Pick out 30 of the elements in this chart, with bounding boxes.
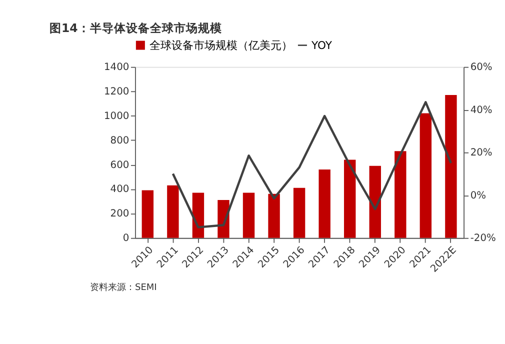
y2-tick-label: 60% — [470, 62, 492, 74]
legend-label: 全球设备市场规模（亿美元） — [149, 38, 292, 52]
bar — [369, 166, 381, 238]
y-tick-label: 1400 — [104, 62, 130, 74]
y-tick-label: 0 — [122, 233, 130, 244]
bar — [344, 160, 356, 238]
y2-tick-label: 40% — [470, 104, 492, 116]
chart-title: 图14：半导体设备全球市场规模 — [50, 20, 222, 35]
y-tick-label: 1200 — [104, 86, 130, 98]
bar — [293, 188, 306, 238]
bar — [242, 192, 255, 238]
y2-tick-label: 0% — [470, 190, 486, 202]
y2-tick-label: 20% — [470, 148, 492, 159]
y-tick-label: 400 — [110, 184, 130, 196]
y-tick-label: 800 — [110, 135, 130, 146]
bar — [167, 185, 179, 238]
bar — [318, 170, 330, 238]
legend-label: YOY — [310, 38, 332, 52]
bar — [142, 190, 154, 238]
bar — [394, 151, 406, 238]
text: 资料来源：SEMI — [90, 282, 157, 294]
bar — [268, 194, 280, 238]
y2-tick-label: -20% — [470, 233, 496, 244]
bar — [192, 192, 204, 238]
bar — [420, 113, 432, 238]
y-tick-label: 200 — [110, 208, 130, 220]
y-tick-label: 600 — [110, 160, 130, 171]
y-tick-label: 1000 — [104, 110, 130, 122]
bar — [445, 94, 457, 238]
line-series — [172, 101, 452, 228]
